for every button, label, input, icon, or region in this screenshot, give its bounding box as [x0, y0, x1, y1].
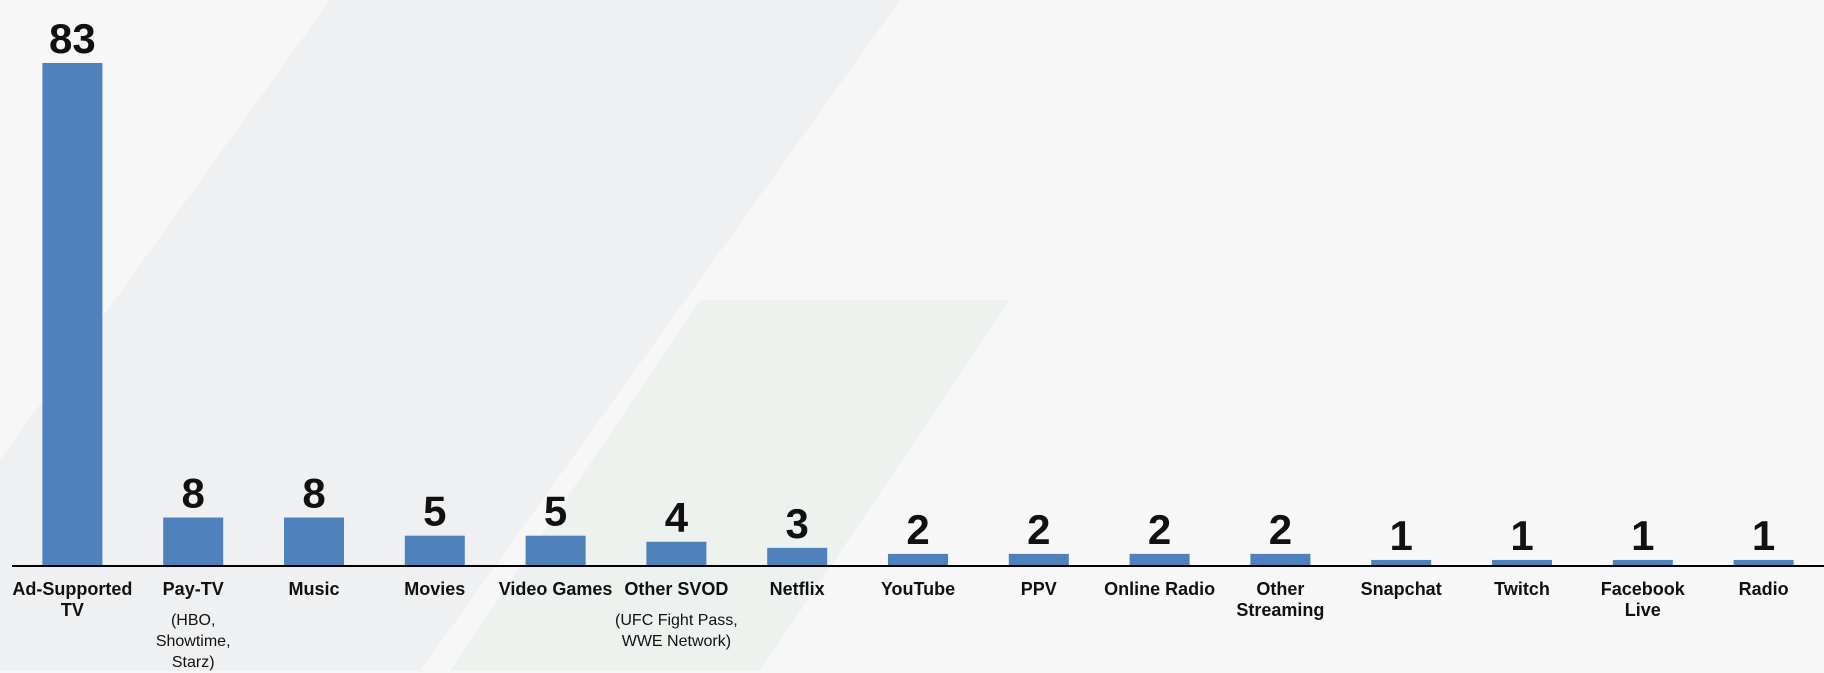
value-label: 2 — [1269, 506, 1292, 553]
bar — [1129, 553, 1190, 566]
bar — [646, 541, 707, 566]
value-label: 1 — [1510, 512, 1533, 559]
category-label: Radio — [1738, 579, 1789, 599]
value-label: 2 — [1027, 506, 1050, 553]
bar — [1492, 559, 1552, 566]
value-label: 1 — [1752, 512, 1775, 559]
category-label: Facebook Live — [1600, 579, 1685, 620]
category-label: Pay-TV — [162, 579, 224, 599]
value-label: 2 — [1148, 506, 1171, 553]
bar — [1008, 553, 1069, 566]
bar — [404, 535, 465, 566]
value-label: 8 — [302, 470, 325, 517]
bar — [888, 553, 948, 566]
value-label: 5 — [544, 488, 567, 535]
bar — [284, 517, 344, 566]
category-label: Netflix — [769, 579, 825, 599]
value-label: 5 — [423, 488, 446, 535]
bar — [1371, 559, 1432, 566]
background-shape — [0, 0, 900, 671]
value-label: 1 — [1390, 512, 1413, 559]
category-label: Other Streaming — [1236, 579, 1325, 620]
category-label: Video Games — [498, 579, 613, 599]
value-label: 4 — [665, 494, 689, 541]
bar — [163, 517, 224, 566]
category-label: PPV — [1020, 579, 1057, 599]
category-label: Other SVOD — [624, 579, 729, 599]
bar — [1733, 559, 1794, 566]
category-label: Twitch — [1494, 579, 1550, 599]
value-label: 3 — [786, 500, 809, 547]
background-shape — [450, 300, 1010, 671]
category-note: (HBO, Showtime, Starz) — [155, 612, 231, 671]
category-label: Movies — [404, 579, 466, 599]
value-label: 1 — [1631, 512, 1654, 559]
category-label: YouTube — [880, 579, 956, 599]
category-label: Snapchat — [1360, 579, 1442, 599]
category-label: Online Radio — [1104, 579, 1216, 599]
bar — [42, 63, 103, 566]
bar — [1250, 553, 1311, 566]
category-label: Ad-Supported TV — [12, 579, 133, 620]
bar — [767, 547, 828, 566]
value-label: 83 — [49, 15, 96, 62]
value-label: 8 — [182, 470, 205, 517]
category-note: (UFC Fight Pass, WWE Network) — [615, 612, 738, 650]
value-label: 2 — [906, 506, 929, 553]
category-label: Music — [288, 579, 340, 599]
bar — [525, 535, 586, 566]
bar — [1612, 559, 1673, 566]
